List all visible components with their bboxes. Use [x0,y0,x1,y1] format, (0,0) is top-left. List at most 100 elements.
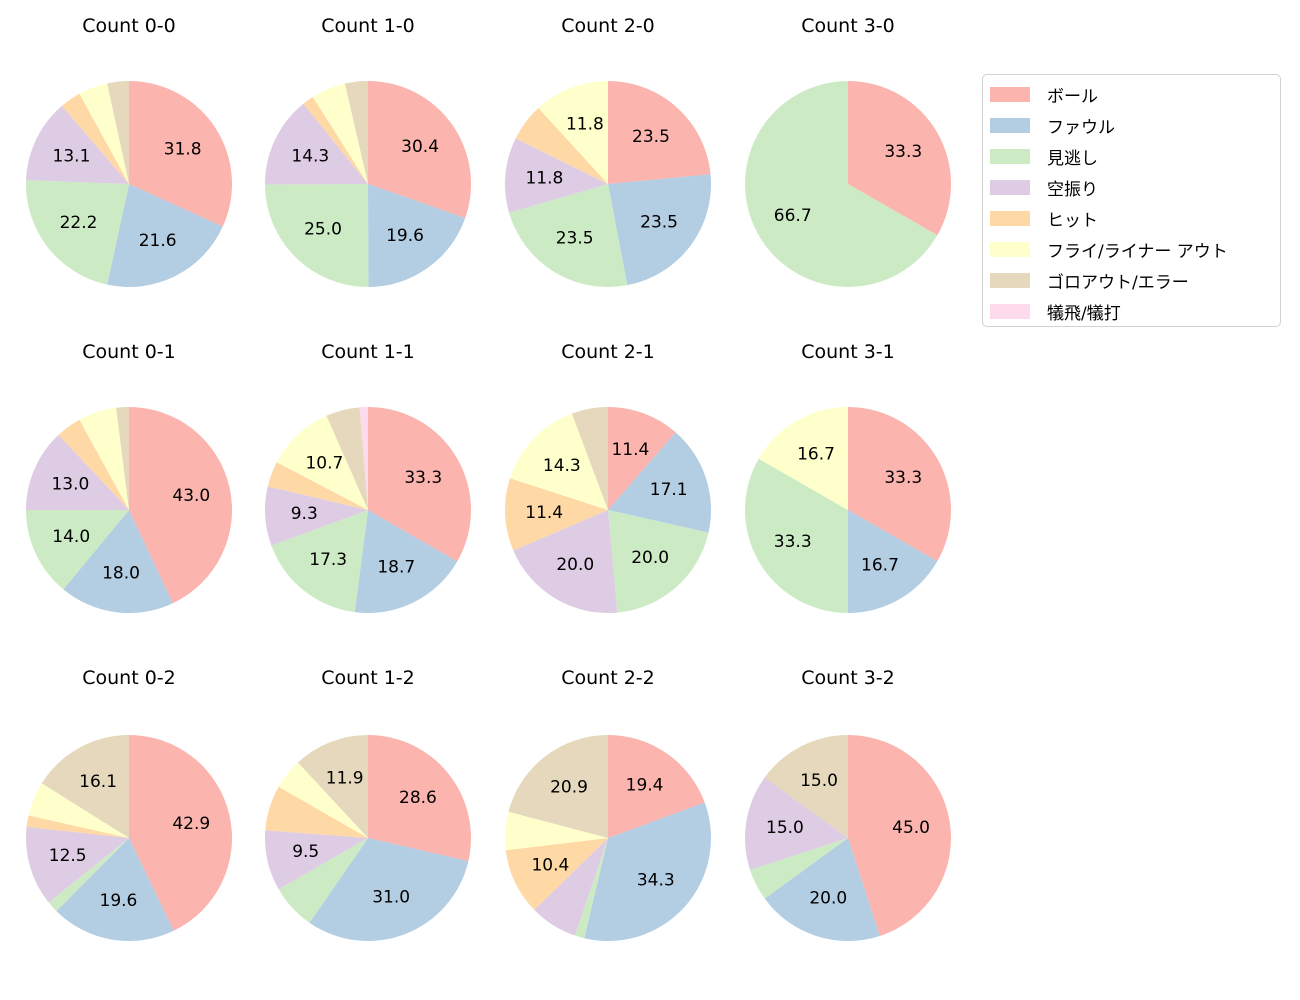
slice-percent-label: 18.0 [102,563,140,583]
slice-ball [848,81,951,236]
slice-swinging-strike [26,105,129,184]
slice-percent-label: 31.0 [372,888,410,908]
slice-called-strike [744,81,938,287]
slice-fly-liner-out [504,811,608,851]
slice-swinging-strike [265,486,368,546]
slice-percent-label: 19.6 [386,226,424,246]
pie-count-3-2: 45.0 20.0 15.0 15.0 [744,735,952,942]
slice-groundout-error [344,81,368,184]
chart-title-count-3-2: Count 3-2 [801,667,895,689]
slice-percent-label: 45.0 [892,818,930,838]
slice-percent-label: 42.9 [172,814,210,834]
pie-count-3-1: 33.3 16.7 33.3 16.7 [745,407,951,613]
slice-percent-label: 9.5 [292,842,319,862]
slice-fly-liner-out [278,762,368,838]
slice-sacrifice [359,407,368,510]
slice-foul [56,838,174,942]
chart-title-count-1-1: Count 1-1 [321,341,415,363]
slice-percent-label: 23.5 [632,127,670,147]
slice-swinging-strike [264,103,368,185]
legend-item-sacrifice: 犠飛/犠打 [990,296,1280,327]
legend-item-groundout-error: ゴロアウト/エラー [990,265,1280,296]
slice-fly-liner-out [312,83,368,184]
slice-foul [107,184,223,288]
slice-hit [505,838,608,910]
chart-title-count-2-2: Count 2-2 [561,667,655,689]
slice-fly-liner-out [510,413,608,510]
pie-count-1-2: 28.6 31.0 9.5 11.9 [264,735,472,941]
slice-called-strike [26,510,129,590]
slice-foul [764,838,880,942]
slice-percent-label: 10.7 [305,453,343,473]
slice-percent-label: 20.0 [809,889,847,909]
slice-percent-label: 16.7 [861,555,899,575]
slice-groundout-error [571,407,608,510]
slice-called-strike [745,458,848,613]
legend-label: ファウル [1047,118,1115,138]
slice-ball [608,81,711,184]
slice-foul [608,174,711,286]
slice-hit [61,93,129,184]
chart-title-count-3-0: Count 3-0 [801,15,895,37]
slice-percent-label: 28.6 [399,788,437,808]
chart-title-count-0-2: Count 0-2 [82,667,176,689]
slice-ball [129,407,233,604]
slice-percent-label: 34.3 [637,870,675,890]
slice-swinging-strike [744,777,848,870]
slice-swinging-strike [534,838,608,936]
slice-percent-label: 10.4 [531,856,569,876]
slice-percent-label: 18.7 [377,557,415,577]
slice-percent-label: 22.2 [60,213,98,233]
slice-groundout-error [764,735,848,838]
slice-percent-label: 14.3 [291,147,329,167]
slice-called-strike [608,510,709,613]
slice-percent-label: 13.1 [53,146,91,166]
pie-count-0-2: 42.9 19.6 12.5 16.1 [25,735,233,942]
slice-percent-label: 17.3 [309,550,347,570]
slice-ball [608,735,705,838]
slice-percent-label: 15.0 [800,771,838,791]
slice-percent-label: 31.8 [164,139,202,159]
slice-percent-label: 19.4 [626,776,664,796]
slice-percent-label: 11.9 [326,769,364,789]
slice-fly-liner-out [538,81,608,184]
slice-groundout-error [297,735,368,838]
slice-fly-liner-out [28,783,129,838]
slice-percent-label: 14.0 [52,527,90,547]
swinging-strike-swatch-icon [990,180,1030,195]
groundout-error-swatch-icon [990,273,1030,288]
slice-groundout-error [107,81,129,184]
sacrifice-swatch-icon [990,304,1030,319]
slice-percent-label: 11.4 [525,503,563,523]
slice-percent-label: 12.5 [49,846,87,866]
slice-groundout-error [116,407,129,510]
called-strike-swatch-icon [990,149,1030,164]
legend-label: ヒット [1047,211,1098,231]
legend-item-fly-liner-out: フライ/ライナー アウト [990,234,1280,265]
slice-foul [608,432,712,533]
foul-swatch-icon [990,118,1030,133]
pie-count-2-2: 19.4 34.3 10.4 20.9 [504,735,712,942]
slice-percent-label: 11.4 [611,440,649,460]
slice-percent-label: 14.3 [543,456,581,476]
slice-hit [515,108,608,184]
slice-swinging-strike [513,510,618,613]
hit-swatch-icon [990,211,1030,226]
slice-percent-label: 19.6 [100,891,138,911]
slice-called-strike [574,838,608,939]
pie-count-2-0: 23.5 23.5 23.5 11.8 11.8 [505,81,711,288]
slice-percent-label: 11.8 [566,114,604,134]
slice-hit [504,478,608,551]
slice-called-strike [265,184,369,288]
slice-hit [26,815,130,838]
slice-groundout-error [326,407,368,510]
pie-count-1-1: 33.3 18.7 17.3 9.3 10.7 [265,407,471,614]
chart-title-count-0-0: Count 0-0 [82,15,176,37]
slice-called-strike [750,838,848,899]
slice-percent-label: 43.0 [172,486,210,506]
slice-percent-label: 17.1 [650,480,688,500]
legend-label: ボール [1047,87,1098,107]
slice-hit [303,97,368,184]
legend-label: ゴロアウト/エラー [1047,273,1189,293]
